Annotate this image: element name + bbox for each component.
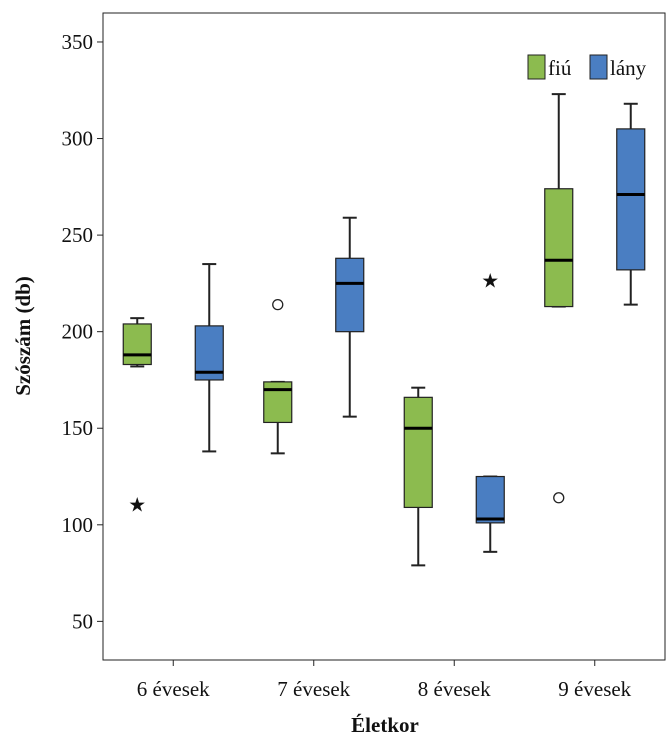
box-lány-2: ★ <box>475 271 505 553</box>
legend-swatch <box>527 54 546 80</box>
x-tick-label: 6 évesek <box>137 677 210 701</box>
y-tick-label: 200 <box>62 320 94 344</box>
box-fiú-0: ★ <box>122 317 152 517</box>
y-axis: 50 100 150 200 250 300 350 <box>62 30 103 633</box>
box-iqr <box>335 257 365 333</box>
outlier-point <box>272 298 284 311</box>
y-axis-title: Szószám (db) <box>11 276 35 396</box>
box-fiú-1 <box>263 298 293 455</box>
x-tick-label: 9 évesek <box>558 677 631 701</box>
box-lány-1 <box>335 216 365 418</box>
outlier-point <box>553 492 565 504</box>
box-iqr <box>616 128 646 271</box>
box-series: ★★ <box>122 93 646 567</box>
y-tick-label: 50 <box>72 609 93 633</box>
box-fiú-2 <box>403 386 433 567</box>
y-tick-label: 250 <box>62 223 94 247</box>
box-fiú-3 <box>544 93 574 504</box>
extreme-point: ★ <box>481 271 499 293</box>
legend-label: lány <box>610 56 647 80</box>
extreme-point: ★ <box>128 495 146 517</box>
box-iqr <box>403 396 433 509</box>
plot-frame <box>102 12 666 661</box>
box-iqr <box>475 475 505 524</box>
box-iqr <box>263 381 293 424</box>
y-tick-label: 350 <box>62 30 94 54</box>
legend-swatch <box>589 54 608 80</box>
y-tick-label: 150 <box>62 416 94 440</box>
box-iqr <box>544 188 574 308</box>
box-lány-0 <box>194 263 224 453</box>
x-tick-label: 7 évesek <box>277 677 350 701</box>
y-tick-label: 100 <box>62 513 94 537</box>
y-tick-label: 300 <box>62 127 94 151</box>
box-iqr <box>122 323 152 366</box>
legend-label: fiú <box>548 56 572 80</box>
box-lány-3 <box>616 102 646 306</box>
x-axis: 6 évesek 7 évesek 8 évesek 9 évesek <box>137 660 632 701</box>
x-axis-title: Életkor <box>351 713 419 737</box>
x-tick-label: 8 évesek <box>418 677 491 701</box>
legend: fiú lány <box>527 54 647 80</box>
